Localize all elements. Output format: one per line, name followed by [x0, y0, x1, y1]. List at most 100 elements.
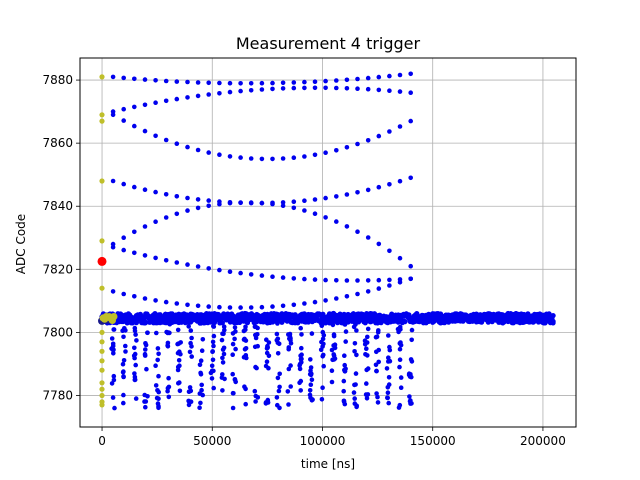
data-point: [397, 72, 403, 78]
data-point: [132, 294, 137, 299]
data-point: [248, 156, 254, 161]
data-point: [156, 373, 161, 379]
data-point: [265, 345, 271, 350]
data-point: [174, 79, 180, 84]
data-point: [154, 330, 159, 336]
data-point: [206, 304, 211, 309]
data-point: [143, 347, 148, 352]
data-point: [110, 341, 116, 347]
data-point: [227, 154, 233, 159]
data-point: [376, 133, 382, 139]
data-point: [386, 333, 391, 338]
data-point: [163, 192, 169, 197]
data-point: [298, 378, 304, 384]
data-point: [334, 219, 339, 224]
data-point: [341, 388, 347, 394]
data-point: [270, 304, 275, 309]
data-point: [199, 387, 204, 393]
data-point: [142, 253, 148, 258]
data-point: [334, 296, 339, 301]
data-point: [397, 124, 403, 129]
data-point: [387, 88, 392, 93]
data-point: [142, 399, 147, 404]
data-point: [121, 181, 126, 187]
data-point: [397, 178, 403, 184]
data-point: [121, 392, 126, 398]
data-point: [264, 350, 270, 356]
data-point: [198, 358, 204, 364]
data-point: [376, 241, 382, 247]
data-point: [351, 390, 357, 395]
data-point: [132, 351, 138, 357]
data-point: [312, 152, 318, 158]
data-point: [217, 201, 222, 207]
data-point: [280, 203, 286, 208]
data-point: [323, 195, 328, 201]
data-point: [220, 372, 225, 377]
data-point: [355, 86, 360, 91]
data-point: [263, 400, 269, 405]
data-point: [342, 362, 348, 368]
data-point: [308, 382, 314, 388]
data-point: [406, 371, 412, 377]
data-point: [227, 305, 233, 310]
data-point: [302, 276, 307, 282]
data-point: [121, 75, 126, 81]
data-point: [120, 328, 125, 334]
data-point: [121, 334, 126, 340]
data-point: [332, 345, 338, 351]
data-point: [365, 187, 371, 193]
data-point: [365, 138, 371, 143]
data-point: [343, 339, 349, 344]
data-point: [174, 96, 180, 102]
data-point: [132, 355, 137, 361]
data-point: [343, 366, 348, 372]
data-point: [352, 396, 358, 401]
data-point: [365, 75, 371, 81]
data-point: [387, 182, 392, 187]
data-point: [248, 81, 254, 86]
data-point: [274, 331, 280, 337]
data-point: [341, 378, 347, 384]
data-point: [197, 362, 203, 368]
data-point: [143, 404, 148, 410]
data-point: [110, 347, 116, 353]
data-point: [109, 336, 115, 341]
data-point: [110, 178, 116, 184]
data-point: [550, 318, 556, 324]
data-point: [200, 337, 206, 342]
data-point: [353, 371, 359, 376]
data-point: [227, 200, 233, 206]
data-point: [163, 137, 169, 143]
data-point: [291, 276, 297, 281]
data-point: [166, 330, 171, 335]
data-point: [288, 363, 293, 368]
data-point: [163, 299, 169, 305]
data-point: [220, 347, 226, 352]
data-point: [407, 394, 412, 399]
data-point: [174, 260, 180, 265]
data-point: [312, 85, 318, 91]
data-point: [385, 385, 391, 390]
data-point: [344, 145, 350, 150]
data-point: [132, 325, 138, 331]
data-point: [387, 129, 392, 134]
data-point: [238, 88, 243, 94]
data-point: [121, 247, 126, 253]
trigger-point: [99, 380, 105, 386]
data-point: [132, 371, 137, 376]
data-point: [291, 85, 297, 91]
data-point: [355, 141, 360, 147]
data-points: [97, 71, 556, 411]
data-point: [156, 351, 161, 357]
data-point: [174, 141, 180, 146]
data-point: [248, 200, 254, 205]
data-point: [220, 355, 225, 361]
data-point: [408, 118, 414, 124]
data-point: [187, 385, 193, 390]
data-point: [309, 377, 315, 383]
data-point: [252, 344, 258, 350]
data-point: [376, 184, 382, 190]
data-point: [142, 353, 148, 358]
data-point: [209, 368, 215, 374]
